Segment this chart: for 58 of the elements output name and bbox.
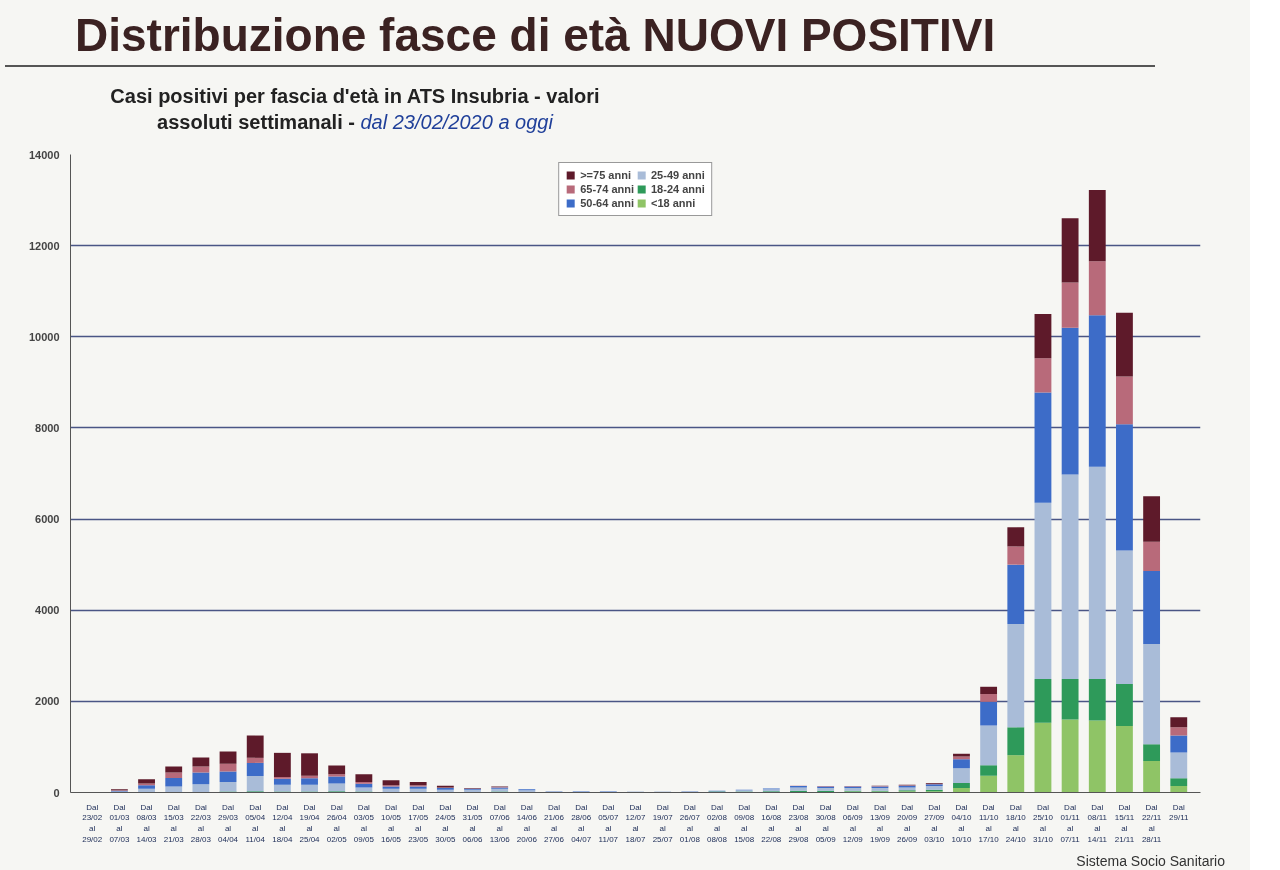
x-tick-label: Dal 26/04 al 02/05 — [326, 802, 348, 844]
y-tick-label: 12000 — [28, 239, 60, 252]
x-tick-label: Dal 11/10 al 17/10 — [978, 802, 1000, 844]
legend-label: >=75 anni — [580, 169, 631, 181]
x-tick-label: Dal 03/05 al 09/05 — [353, 802, 375, 844]
x-tick-label: Dal 19/04 al 25/04 — [299, 802, 321, 844]
x-tick-label: Dal 30/08 al 05/09 — [815, 802, 837, 844]
y-tick-label: 2000 — [35, 695, 60, 708]
x-tick-label: Dal 19/07 al 25/07 — [652, 802, 674, 844]
x-tick-label: Dal 31/05 al 06/06 — [462, 802, 484, 844]
x-tick-label: Dal 08/11 al 14/11 — [1087, 802, 1108, 844]
x-tick-label: Dal 21/06 al 27/06 — [544, 802, 565, 844]
x-tick-label: Dal 16/08 al 22/08 — [761, 802, 782, 844]
x-tick-label: Dal 20/09 al 26/09 — [897, 802, 918, 844]
x-tick-label: Dal 12/04 al 18/04 — [272, 802, 293, 844]
x-tick-label: Dal 29/03 al 04/04 — [218, 802, 239, 844]
legend-label: 25-49 anni — [651, 169, 705, 181]
x-tick-label: Dal 26/07 al 01/08 — [679, 802, 701, 844]
x-tick-label: Dal 23/02 al 29/02 — [82, 802, 103, 844]
text: Sistema Socio Sanitario — [1075, 852, 1225, 870]
x-tick-label: Dal 17/05 al 23/05 — [408, 802, 429, 844]
x-tick-label: Dal 01/03 al 07/03 — [109, 802, 130, 844]
x-tick-label: Dal 04/10 al 10/10 — [951, 802, 973, 844]
x-tick-label: Dal 25/10 al 31/10 — [1032, 802, 1054, 844]
x-tick-label: Dal 22/11 al 28/11 — [1141, 802, 1162, 844]
x-tick-label: Dal 23/08 al 29/08 — [788, 802, 810, 844]
x-tick-label: Dal 02/08 al 08/08 — [706, 802, 728, 844]
y-tick-label: 6000 — [35, 513, 60, 526]
x-tick-label: Dal 15/11 al 21/11 — [1114, 802, 1135, 844]
x-tick-label: Dal 14/06 al 20/06 — [516, 802, 538, 844]
x-tick-label: Dal 05/07 al 11/07 — [598, 802, 619, 844]
legend-label: 65-74 anni — [580, 183, 634, 195]
x-tick-label: Dal 12/07 al 18/07 — [625, 802, 647, 844]
chart-title: Distribuzione fasce di età NUOVI POSITIVI — [5, 5, 1155, 67]
x-tick-label: Dal 29/11 — [1169, 802, 1190, 823]
y-tick-label: 4000 — [35, 604, 60, 617]
x-tick-label: Dal 28/06 al 04/07 — [571, 802, 592, 844]
y-tick-label: 10000 — [28, 330, 60, 343]
x-tick-label: Dal 07/06 al 13/06 — [489, 802, 511, 844]
x-tick-label: Dal 24/05 al 30/05 — [435, 802, 456, 844]
text: dal 23/02/2020 a oggi — [360, 111, 553, 133]
x-tick-label: Dal 18/10 al 24/10 — [1005, 802, 1027, 844]
x-tick-label: Dal 27/09 al 03/10 — [924, 802, 945, 844]
x-tick-label: Dal 22/03 al 28/03 — [190, 802, 212, 844]
x-tick-label: Dal 09/08 al 15/08 — [734, 802, 755, 844]
x-tick-label: Dal 01/11 al 07/11 — [1060, 802, 1081, 844]
x-tick-label: Dal 06/09 al 12/09 — [842, 802, 864, 844]
legend-label: 50-64 anni — [580, 197, 634, 209]
x-tick-label: Dal 10/05 al 16/05 — [381, 802, 402, 844]
x-tick-label: Dal 08/03 al 14/03 — [136, 802, 158, 844]
x-tick-label: Dal 13/09 al 19/09 — [869, 802, 891, 844]
x-tick-label: Dal 15/03 al 21/03 — [163, 802, 185, 844]
y-tick-label: 8000 — [35, 421, 60, 434]
legend-label: <18 anni — [651, 197, 696, 209]
x-tick-label: Dal 05/04 al 11/04 — [245, 802, 266, 844]
y-tick-label: 14000 — [28, 148, 60, 161]
legend-label: 18-24 anni — [651, 183, 705, 195]
y-tick-label: 0 — [53, 786, 60, 799]
